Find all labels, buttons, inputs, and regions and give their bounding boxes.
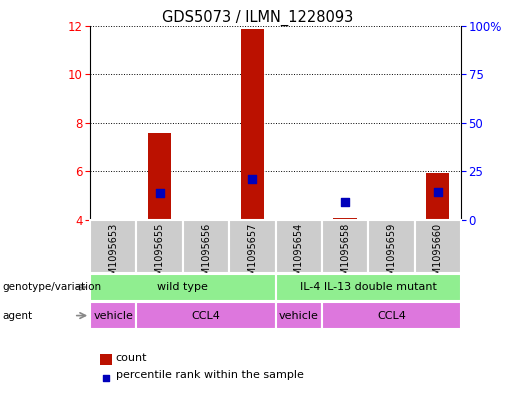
Bar bbox=[136, 302, 276, 329]
Bar bbox=[322, 220, 368, 273]
Text: wild type: wild type bbox=[158, 282, 208, 292]
Point bbox=[434, 189, 442, 195]
Bar bbox=[276, 274, 461, 301]
Text: count: count bbox=[116, 353, 147, 363]
Text: vehicle: vehicle bbox=[279, 310, 319, 321]
Text: genotype/variation: genotype/variation bbox=[3, 282, 101, 292]
Bar bbox=[101, 219, 125, 220]
Point bbox=[156, 190, 164, 196]
Point bbox=[341, 199, 349, 205]
Bar bbox=[90, 302, 136, 329]
Bar bbox=[276, 220, 322, 273]
Point bbox=[248, 176, 256, 182]
Bar bbox=[322, 302, 461, 329]
Bar bbox=[194, 219, 217, 220]
Text: percentile rank within the sample: percentile rank within the sample bbox=[116, 370, 304, 380]
Text: GSM1095654: GSM1095654 bbox=[294, 223, 304, 288]
Text: GSM1095658: GSM1095658 bbox=[340, 223, 350, 288]
Bar bbox=[90, 274, 276, 301]
Text: GDS5073 / ILMN_1228093: GDS5073 / ILMN_1228093 bbox=[162, 10, 353, 26]
Text: GSM1095657: GSM1095657 bbox=[247, 223, 258, 288]
Bar bbox=[368, 220, 415, 273]
Text: GSM1095659: GSM1095659 bbox=[386, 223, 397, 288]
Text: vehicle: vehicle bbox=[93, 310, 133, 321]
Point bbox=[101, 375, 110, 382]
Bar bbox=[183, 220, 229, 273]
Text: CCL4: CCL4 bbox=[192, 310, 220, 321]
Text: GSM1095655: GSM1095655 bbox=[154, 223, 165, 288]
Text: GSM1095656: GSM1095656 bbox=[201, 223, 211, 288]
Bar bbox=[136, 220, 183, 273]
Bar bbox=[90, 220, 136, 273]
Text: GSM1095660: GSM1095660 bbox=[433, 223, 443, 288]
Bar bbox=[334, 218, 356, 220]
Text: agent: agent bbox=[3, 310, 32, 321]
Bar bbox=[241, 29, 264, 220]
Text: IL-4 IL-13 double mutant: IL-4 IL-13 double mutant bbox=[300, 282, 437, 292]
Bar bbox=[148, 132, 171, 220]
Bar bbox=[426, 173, 449, 220]
Bar bbox=[229, 220, 276, 273]
Bar bbox=[287, 219, 310, 220]
Bar bbox=[276, 302, 322, 329]
Bar bbox=[380, 219, 403, 220]
Text: CCL4: CCL4 bbox=[377, 310, 406, 321]
Bar bbox=[415, 220, 461, 273]
Text: GSM1095653: GSM1095653 bbox=[108, 223, 118, 288]
